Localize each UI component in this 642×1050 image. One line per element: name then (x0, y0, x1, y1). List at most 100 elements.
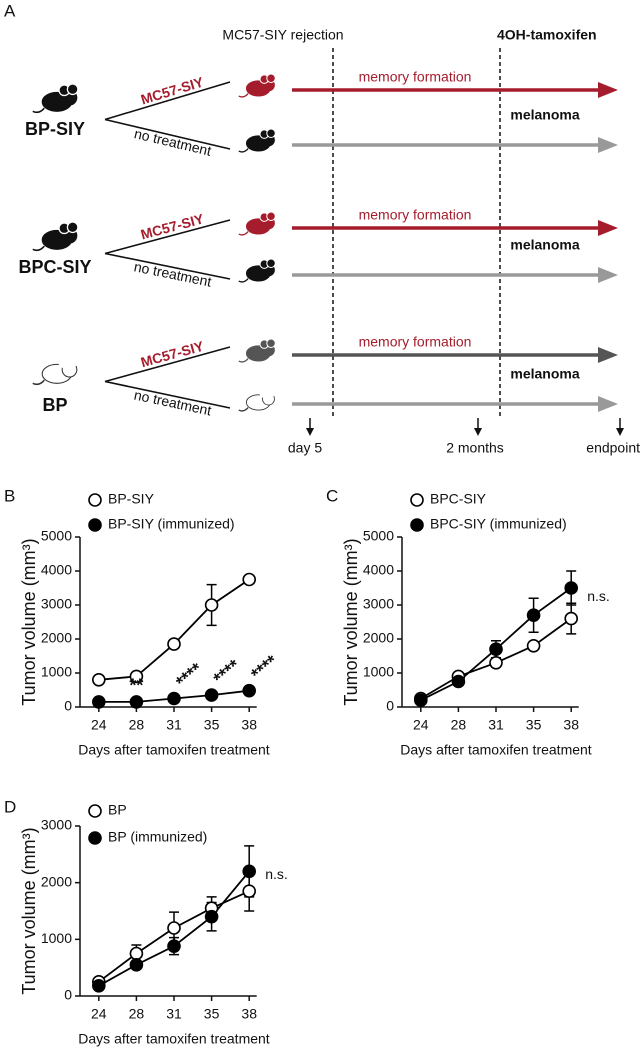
treatment-label: no treatment (133, 387, 213, 419)
y-tick-label: 0 (64, 987, 72, 1003)
x-tick-label: 24 (91, 717, 107, 733)
x-tick-label: 31 (166, 1006, 182, 1022)
arrow-label: memory formation (359, 334, 472, 350)
data-point (167, 691, 181, 706)
mouse-icon (238, 211, 276, 236)
legend-label: BP (immunized) (108, 829, 207, 845)
significance-label: **** (210, 655, 244, 688)
y-tick-label: 4000 (41, 562, 72, 578)
treatment-label: no treatment (133, 125, 213, 159)
mouse-icon (238, 258, 276, 283)
y-tick-label: 1000 (363, 664, 394, 680)
arrow-label: melanoma (510, 107, 579, 123)
legend-marker (410, 493, 424, 507)
data-point (92, 978, 106, 993)
treatment-label: MC57-SIY (139, 73, 206, 107)
x-tick-label: 35 (204, 717, 220, 733)
y-tick-label: 2000 (41, 873, 72, 889)
legend-label: BPC-SIY (immunized) (430, 516, 567, 532)
x-axis-label: Days after tamoxifen treatment (78, 1031, 270, 1047)
mouse-icon (31, 355, 79, 386)
data-point (204, 909, 219, 924)
mouse-icon (31, 83, 79, 114)
branch-line (104, 346, 231, 383)
y-tick-label: 3000 (41, 817, 72, 833)
legend-label: BP-SIY (immunized) (108, 516, 235, 532)
treatment-label: MC57-SIY (139, 210, 206, 242)
data-point (564, 581, 579, 595)
x-tick-label: 35 (204, 1006, 220, 1022)
data-point (242, 572, 256, 587)
mouse-icon (238, 128, 276, 153)
panel-label: B (4, 486, 15, 505)
panel-label: C (326, 486, 338, 505)
mouse-icon (238, 387, 276, 412)
group-label: BPC-SIY (18, 257, 91, 277)
arrow-head (598, 82, 618, 98)
x-axis-label: Days after tamoxifen treatment (78, 742, 270, 758)
legend-marker (88, 831, 102, 845)
branch-line (104, 118, 231, 150)
x-tick-label: 28 (129, 717, 145, 733)
y-tick-label: 3000 (41, 596, 72, 612)
legend-marker (410, 518, 424, 532)
branch-line (104, 219, 231, 255)
arrow-label: melanoma (510, 366, 579, 382)
branch-line (104, 380, 231, 409)
y-axis-label: Tumor volume (mm³) (19, 538, 39, 705)
arrow-head (598, 396, 618, 412)
y-tick-label: 2000 (41, 630, 72, 646)
data-point (204, 688, 219, 702)
branch-line (104, 252, 231, 280)
data-point (167, 921, 181, 935)
legend-label: BP-SIY (108, 491, 155, 507)
arrow-head (598, 347, 618, 363)
data-point (526, 608, 541, 623)
data-point (129, 695, 144, 709)
y-tick-label: 0 (386, 698, 394, 714)
timeline-label: 2 months (446, 440, 504, 456)
x-tick-label: 28 (451, 717, 467, 733)
mouse-icon (238, 73, 276, 98)
legend-marker (88, 493, 102, 507)
x-tick-label: 24 (91, 1006, 107, 1022)
y-axis-label: Tumor volume (mm³) (341, 538, 361, 705)
y-tick-label: 2000 (363, 630, 394, 646)
data-point (413, 693, 428, 708)
legend-label: BPC-SIY (430, 491, 487, 507)
x-axis-label: Days after tamoxifen treatment (400, 742, 592, 758)
panel-label: A (4, 1, 16, 20)
data-point (242, 884, 256, 898)
y-tick-label: 5000 (363, 528, 394, 544)
data-point (129, 669, 144, 684)
x-tick-label: 31 (488, 717, 504, 733)
y-tick-label: 1000 (41, 664, 72, 680)
group-label: BP-SIY (25, 119, 85, 139)
legend-marker (88, 518, 102, 532)
significance-label: n.s. (587, 588, 610, 604)
header-right: 4OH-tamoxifen (497, 27, 597, 43)
arrow-head (598, 220, 618, 236)
data-point (526, 638, 541, 653)
x-tick-label: 28 (129, 1006, 145, 1022)
legend-marker (88, 804, 102, 818)
mouse-icon (238, 338, 276, 363)
y-tick-label: 5000 (41, 528, 72, 544)
timeline-head (306, 428, 314, 436)
significance-label: **** (172, 659, 206, 692)
x-tick-label: 35 (526, 717, 542, 733)
x-tick-label: 38 (241, 1006, 257, 1022)
group-label: BP (42, 395, 67, 415)
mouse-icon (31, 221, 79, 252)
data-point (242, 864, 256, 879)
panel-label: D (4, 797, 16, 816)
data-point (242, 683, 256, 698)
x-tick-label: 31 (166, 717, 182, 733)
significance-label: n.s. (265, 866, 288, 882)
legend-label: BP (108, 802, 127, 818)
data-point (204, 598, 219, 612)
x-tick-label: 38 (241, 717, 257, 733)
branch-line (104, 81, 231, 121)
timeline-head (474, 428, 482, 436)
